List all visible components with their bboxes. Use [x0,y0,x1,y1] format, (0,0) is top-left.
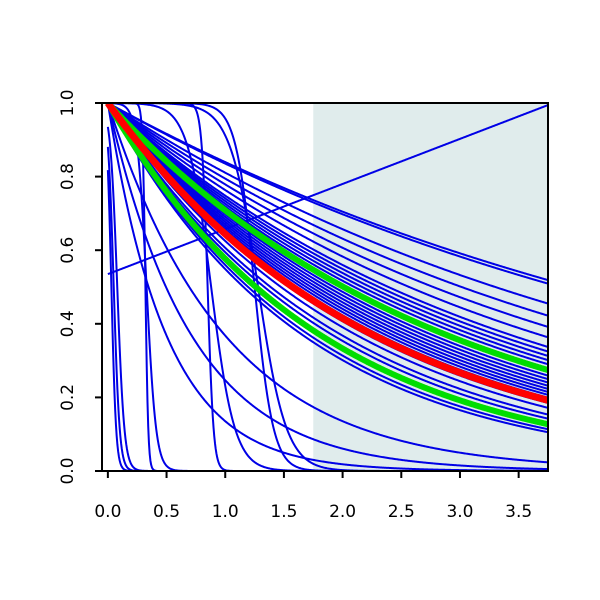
x-tick-label: 3.0 [446,502,473,522]
blue-curve-1 [107,103,548,285]
blue-curve-9 [107,103,548,362]
blue-curve-29 [106,103,548,464]
blue-curve-41 [107,104,548,276]
green-curve-42 [105,103,548,373]
blue-curve-5 [107,103,548,339]
blue-curve-14 [107,103,548,381]
blue-curve-4 [107,103,548,328]
y-tick-label: 0.6 [58,237,78,264]
blue-curve-16 [107,103,548,387]
y-tick-label: 1.0 [58,89,78,116]
blue-curve-7 [107,103,548,353]
blue-curve-23 [107,103,548,409]
blue-curve-30 [106,103,548,471]
x-tick-label: 2.0 [329,502,356,522]
y-tick-label: 0.4 [58,310,78,337]
blue-curve-40 [107,103,548,471]
y-axis: 0.0 0.2 0.4 0.6 0.8 1.0 [58,89,102,485]
blue-curve-25 [107,103,548,420]
blue-curve-6 [107,103,548,348]
y-tick-label: 0.2 [58,384,78,411]
blue-curve-18 [107,103,548,393]
blue-curve-24 [107,103,548,416]
red-curve-44 [105,103,548,404]
blue-curve-27 [106,103,548,431]
blue-curve-8 [107,103,548,357]
green-curve-43 [105,103,548,428]
blue-curve-2 [107,103,548,305]
x-tick-label: 0.0 [94,502,121,522]
x-axis: 0.0 0.5 1.0 1.5 2.0 2.5 3.0 3.5 [94,471,532,522]
x-tick-label: 3.5 [505,502,532,522]
blue-curve-3 [107,103,548,317]
x-tick-label: 0.5 [153,502,180,522]
y-tick-label: 0.8 [58,163,78,190]
blue-curve-15 [107,103,548,384]
y-tick-label: 0.0 [58,457,78,484]
x-tick-label: 1.5 [270,502,297,522]
x-tick-label: 2.5 [388,502,415,522]
blue-curve-28 [106,103,548,434]
plot-frame [101,102,549,472]
x-tick-label: 1.0 [212,502,239,522]
blue-curve-17 [107,103,548,390]
